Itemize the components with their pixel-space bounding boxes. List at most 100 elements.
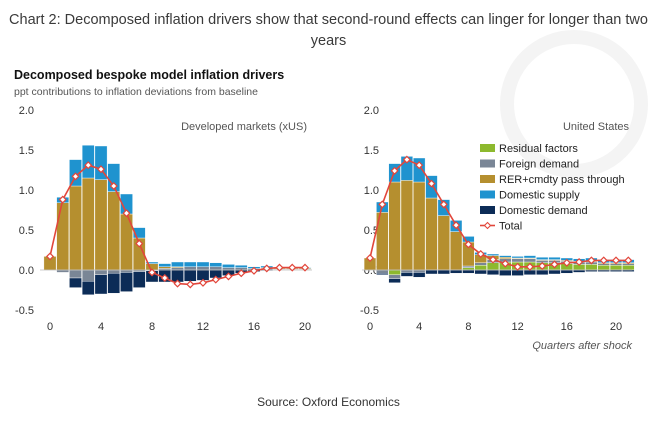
- x-tick-label: 4: [98, 321, 104, 333]
- total-marker: [160, 273, 169, 283]
- bar-segment: [209, 262, 223, 267]
- bar-segment: [499, 255, 512, 258]
- legend-swatch: [480, 175, 495, 183]
- legend-item: Foreign demand: [480, 159, 579, 171]
- x-tick-label: 12: [511, 321, 523, 333]
- y-tick-label: 1.0: [19, 185, 34, 197]
- bar-segment: [523, 258, 537, 263]
- source-note: Source: Oxford Economics: [257, 395, 400, 409]
- bar-segment: [388, 269, 401, 276]
- bar-segment: [145, 261, 159, 264]
- bar-segment: [388, 181, 401, 271]
- y-tick-label: 0.0: [19, 265, 34, 277]
- bar-segment: [425, 269, 438, 275]
- total-marker: [488, 255, 498, 264]
- legend-marker: [483, 221, 492, 230]
- total-marker: [525, 262, 534, 271]
- total-marker: [476, 249, 485, 259]
- legend-label: Foreign demand: [499, 159, 579, 171]
- x-tick-label: 12: [197, 321, 209, 333]
- x-tick-label: 8: [465, 321, 471, 333]
- bar-segment: [56, 202, 70, 271]
- x-tick-label: 8: [149, 321, 155, 333]
- total-marker: [365, 253, 375, 263]
- chart-panel-1: 2.0 1.5 1.0 0.5 0.0 -0.5 Developed markets (xU…: [15, 105, 312, 333]
- total-marker: [427, 179, 436, 188]
- total-marker: [611, 256, 621, 265]
- y-tick-label: 1.5: [364, 145, 379, 157]
- bar-segment: [425, 197, 438, 271]
- total-marker: [464, 240, 473, 249]
- legend-label: Total: [499, 221, 522, 233]
- total-marker: [538, 261, 547, 271]
- total-marker: [452, 221, 461, 230]
- total-marker: [587, 256, 596, 265]
- total-marker: [550, 260, 559, 269]
- y-tick-label: 2.0: [364, 105, 379, 117]
- x-tick-label: 0: [47, 321, 53, 333]
- bar-segment: [548, 269, 561, 275]
- total-marker: [84, 161, 93, 170]
- total-marker: [173, 279, 182, 288]
- bar-segment: [158, 263, 172, 268]
- total-marker: [575, 257, 584, 267]
- bar-segment: [597, 265, 610, 271]
- bar-segment: [523, 255, 537, 259]
- total-marker: [624, 256, 633, 265]
- chart-subtitle: Decomposed bespoke model inflation drive…: [14, 68, 285, 82]
- bar-segment: [183, 261, 197, 268]
- bar-segment: [437, 215, 450, 271]
- total-marker: [262, 264, 271, 273]
- bar-segment: [548, 257, 561, 260]
- bar-segment: [171, 261, 184, 268]
- bar-segment: [536, 269, 549, 276]
- total-marker: [186, 280, 195, 289]
- total-marker: [237, 269, 246, 278]
- legend-label: Domestic supply: [499, 190, 580, 202]
- y-tick-label: 0.5: [19, 225, 34, 237]
- bar-segment: [400, 272, 414, 277]
- legend-label: RER+cmdty pass through: [499, 174, 625, 186]
- total-line: [369, 158, 629, 268]
- panel-label: United States: [563, 121, 630, 133]
- total-marker: [288, 263, 297, 272]
- legend-item: Total: [480, 221, 522, 233]
- bar-segment: [81, 177, 95, 271]
- bar-segment: [486, 262, 500, 271]
- panel-label: Developed markets (xUS): [181, 121, 307, 133]
- bar-segment: [183, 269, 197, 282]
- total-marker: [275, 263, 284, 272]
- total-marker: [147, 268, 157, 277]
- bar-segment: [437, 269, 450, 275]
- bar-segment: [474, 262, 487, 266]
- y-tick-label: -0.5: [360, 305, 379, 317]
- legend-item: Domestic demand: [480, 205, 588, 217]
- total-marker: [71, 172, 80, 181]
- legend-swatch: [480, 190, 495, 199]
- bar-segment: [450, 231, 463, 271]
- bar-segment: [69, 277, 82, 288]
- total-marker: [599, 256, 608, 265]
- y-tick-label: -0.5: [15, 305, 34, 317]
- bar-segment: [94, 179, 108, 271]
- bar-segment: [132, 227, 146, 239]
- y-tick-label: 2.0: [19, 105, 34, 117]
- x-axis-title: Quarters after shock: [532, 340, 632, 352]
- bar-segment: [376, 269, 389, 274]
- total-marker: [390, 166, 399, 175]
- bar-segment: [609, 265, 623, 271]
- legend: Residual factors Foreign demand RER+cmdty …: [480, 143, 625, 233]
- bar-segment: [462, 269, 475, 274]
- bar-segment: [81, 269, 95, 282]
- bar-segment: [183, 266, 197, 271]
- bar-segment: [585, 264, 598, 271]
- bar-segment: [196, 266, 210, 271]
- bar-segment: [120, 272, 133, 292]
- legend-label: Domestic demand: [499, 205, 588, 217]
- bar-segment: [474, 265, 487, 271]
- y-tick-label: 1.5: [19, 145, 34, 157]
- total-marker: [211, 275, 220, 284]
- bar-segment: [486, 253, 500, 256]
- total-marker: [513, 262, 522, 271]
